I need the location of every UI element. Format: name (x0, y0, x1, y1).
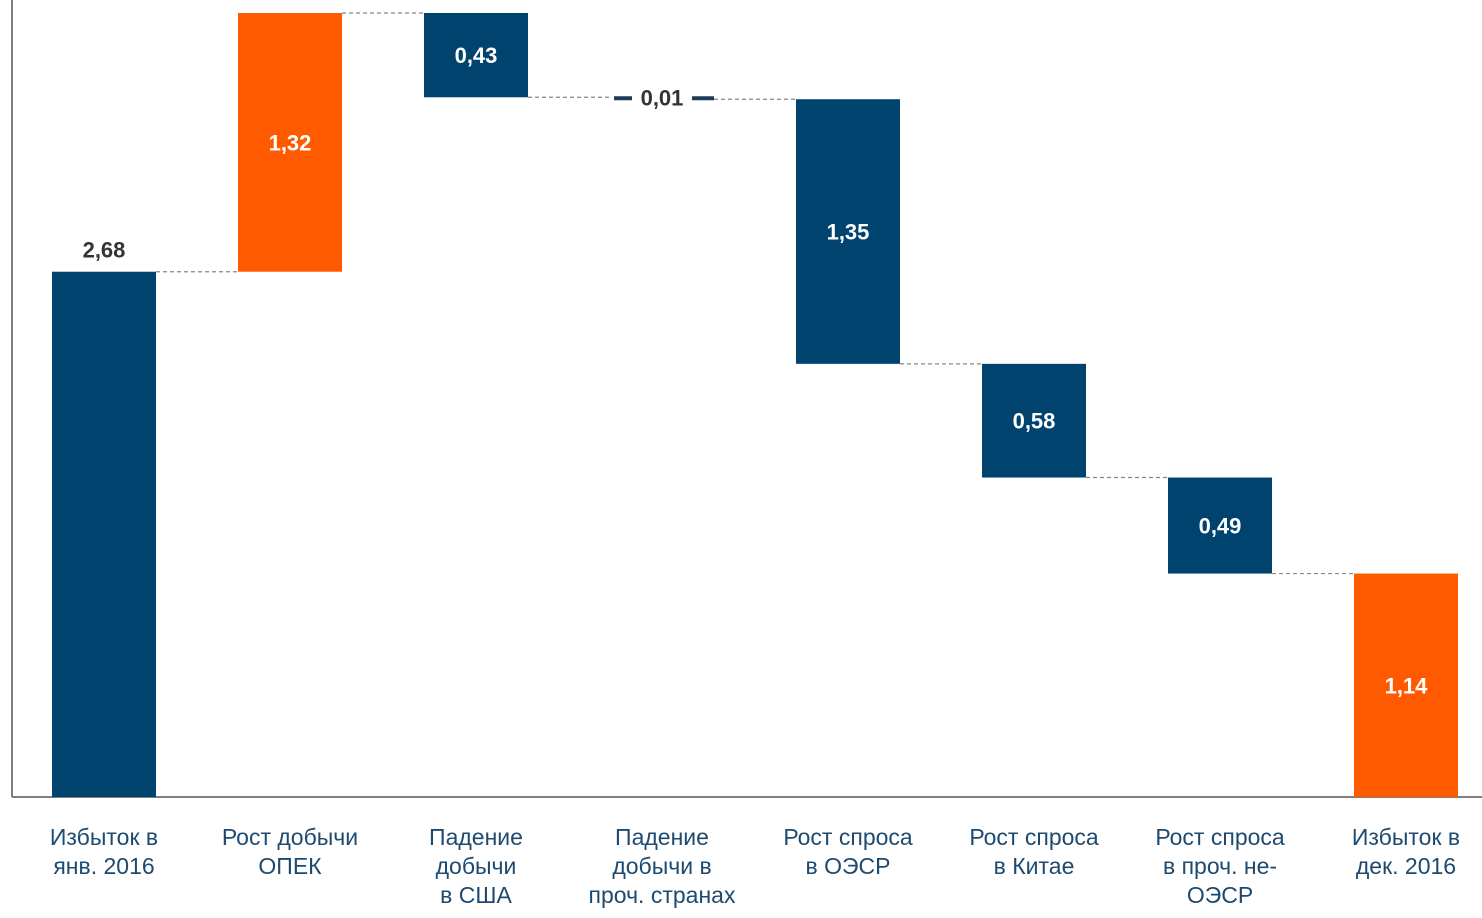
bar-7 (1168, 477, 1272, 574)
category-label-8: Избыток в дек. 2016 (1321, 823, 1482, 881)
category-label-2: Рост добычи ОПЕК (205, 823, 375, 881)
bar-5 (796, 99, 900, 364)
category-label-line: Избыток в (49, 824, 159, 850)
bar-1 (52, 271, 156, 798)
category-label-line: ОЭСР (1186, 882, 1254, 908)
bar-8 (1354, 573, 1458, 797)
category-label-line: Падение (429, 824, 523, 850)
category-label-line: в США (440, 882, 512, 908)
category-label-7: Рост спроса в проч. не- ОЭСР (1135, 823, 1305, 910)
bars (52, 13, 1458, 798)
category-label-line: Падение (615, 824, 709, 850)
category-label-1: Избыток в янв. 2016 (19, 823, 189, 881)
value-label-2: 1,32 (269, 130, 312, 155)
value-label-4: 0,01 (641, 85, 684, 110)
bar-6 (982, 363, 1086, 478)
category-label-line: дек. 2016 (1355, 853, 1457, 879)
category-label-line: Избыток в (1351, 824, 1461, 850)
value-label-3: 0,43 (455, 43, 498, 68)
category-label-line: добычи (435, 853, 517, 879)
category-label-line: Рост спроса (969, 824, 1099, 850)
category-label-line: в Китае (993, 853, 1075, 879)
category-label-line: в ОЭСР (805, 853, 891, 879)
category-label-line: Рост спроса (783, 824, 913, 850)
bar-3 (424, 13, 528, 98)
category-label-3: Падение добычи в США (391, 823, 561, 910)
value-label-5: 1,35 (827, 220, 870, 245)
category-label-line: ОПЕК (258, 853, 322, 879)
category-label-line: Рост спроса (1155, 824, 1285, 850)
category-label-line: в проч. не- (1162, 853, 1278, 879)
category-label-line: Рост добычи (221, 824, 359, 850)
category-label-6: Рост спроса в Китае (949, 823, 1119, 881)
value-label-1: 2,68 (83, 238, 126, 263)
value-label-8: 1,14 (1385, 673, 1429, 698)
category-label-line: янв. 2016 (53, 853, 155, 879)
value-label-6: 0,58 (1013, 409, 1056, 434)
category-label-5: Рост спроса в ОЭСР (763, 823, 933, 881)
bar-2 (238, 13, 342, 272)
value-label-7: 0,49 (1199, 514, 1242, 539)
value-labels: 2,68 1,32 0,43 0,01 1,35 0,58 0,49 1,14 (83, 43, 1429, 698)
category-label-line: добычи в (612, 853, 712, 879)
category-label-line: проч. странах (588, 882, 736, 908)
category-label-4: Падение добычи в проч. странах (577, 823, 747, 910)
